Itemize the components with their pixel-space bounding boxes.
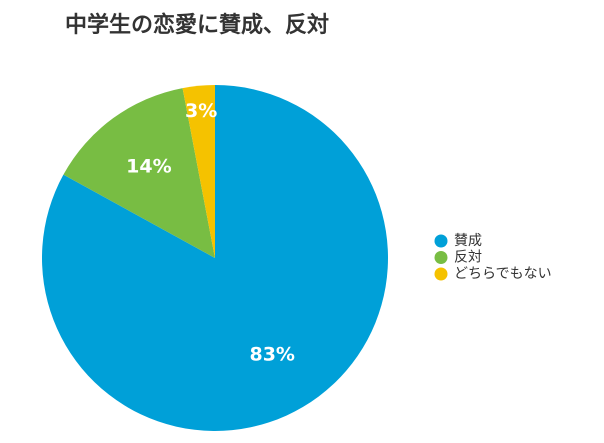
chart-title: 中学生の恋愛に賛成、反対	[65, 12, 329, 38]
legend-label: どちらでもない	[454, 266, 552, 282]
legend-marker	[434, 234, 448, 248]
legend-label: 反対	[454, 250, 482, 266]
legend-marker	[434, 251, 448, 264]
value-label: 14%	[126, 156, 171, 178]
pie-slice	[182, 85, 215, 258]
pie-slice	[42, 85, 389, 431]
pie-slice	[63, 88, 216, 259]
legend-label: 賛成	[454, 233, 482, 249]
value-label: 3%	[185, 100, 217, 122]
value-label: 83%	[249, 343, 294, 365]
legend-marker	[434, 267, 448, 281]
